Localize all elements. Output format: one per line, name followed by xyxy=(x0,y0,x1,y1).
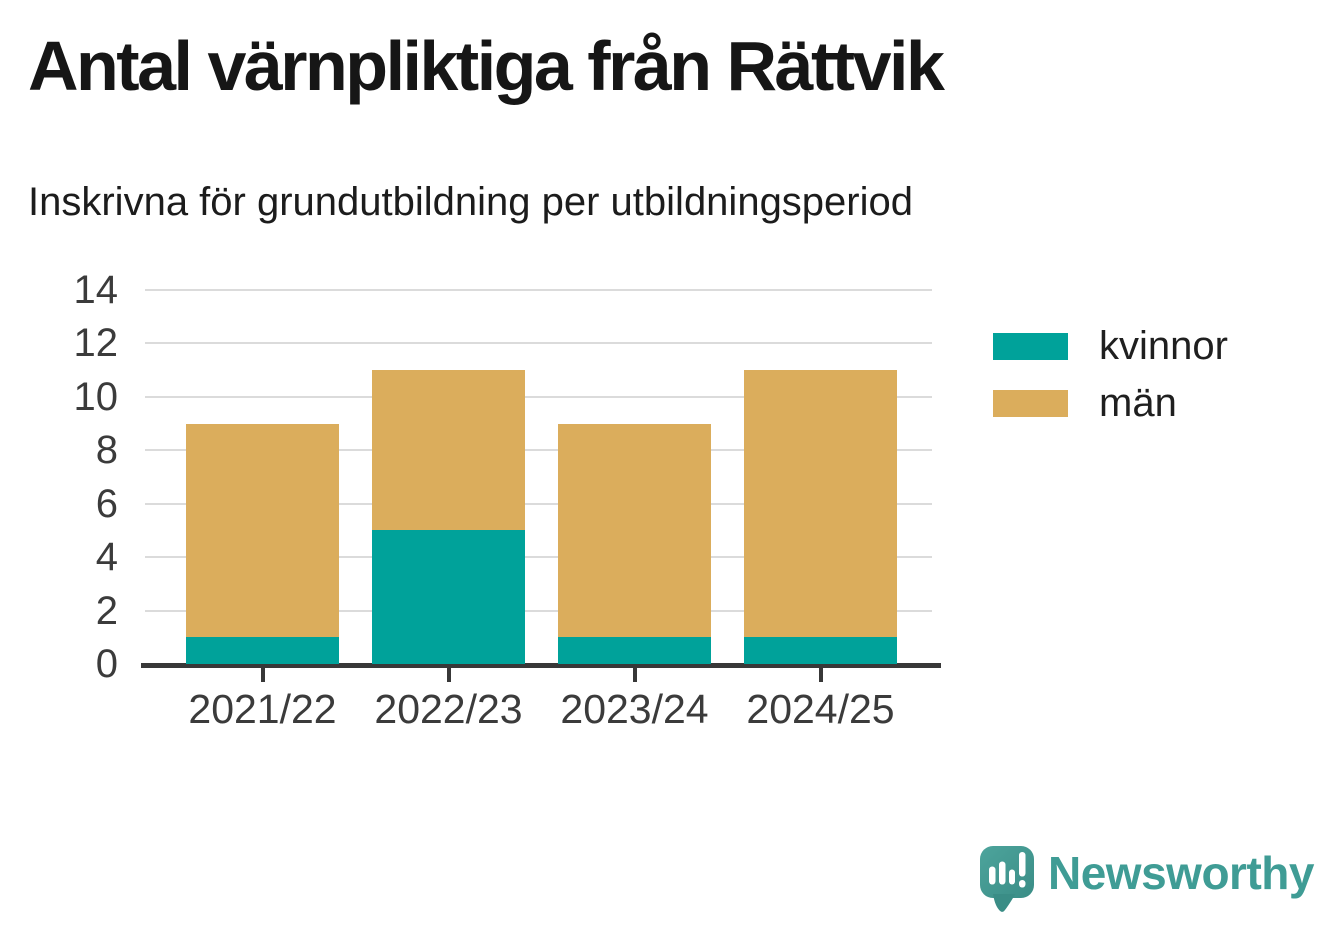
gridline-y-12 xyxy=(145,342,932,345)
chart-title: Antal värnpliktiga från Rättvik xyxy=(28,27,945,105)
gridline-y-4 xyxy=(145,556,932,559)
legend-swatch-kvinnor xyxy=(993,332,1068,360)
x-axis-tick xyxy=(260,668,265,682)
legend: kvinnor män xyxy=(993,326,1228,440)
bar-segment-män xyxy=(558,423,711,638)
x-tick-label: 2022/23 xyxy=(374,686,523,732)
x-axis-tick xyxy=(818,668,823,682)
y-tick-label: 2 xyxy=(95,588,118,633)
y-tick-label: 12 xyxy=(73,321,119,366)
y-tick-label: 8 xyxy=(95,428,118,473)
legend-label-män: män xyxy=(1099,381,1177,425)
legend-swatch-män xyxy=(993,389,1068,417)
gridline-y-2 xyxy=(145,609,932,612)
x-axis-line xyxy=(141,663,941,668)
x-axis-tick xyxy=(446,668,451,682)
bar-segment-män xyxy=(186,423,339,638)
x-axis-tick xyxy=(632,668,637,682)
legend-item-män: män xyxy=(993,383,1228,423)
bar-segment-kvinnor xyxy=(744,637,897,664)
y-tick-label: 6 xyxy=(95,481,118,526)
legend-item-kvinnor: kvinnor xyxy=(993,326,1228,366)
gridline-y-14 xyxy=(145,289,932,291)
bar-segment-kvinnor xyxy=(558,637,711,664)
x-tick-label: 2021/22 xyxy=(188,686,337,732)
plot-area: 0 2 4 6 8 10 12 14 2021/22 2022/23 2023/24 2024/25 xyxy=(74,268,941,732)
bar-segment-kvinnor xyxy=(186,637,339,664)
bar-segment-män xyxy=(744,370,897,638)
bar-segment-kvinnor xyxy=(372,530,525,664)
x-tick-label: 2023/24 xyxy=(560,686,709,732)
gridline-y-10 xyxy=(145,395,932,398)
y-tick-label: 4 xyxy=(95,535,118,580)
y-tick-label: 0 xyxy=(95,642,118,686)
legend-label-kvinnor: kvinnor xyxy=(1099,324,1228,368)
bar-segment-män xyxy=(372,370,525,531)
newsworthy-logo-icon xyxy=(980,846,1034,912)
gridline-y-8 xyxy=(145,449,932,452)
newsworthy-logo-text: Newsworthy xyxy=(1048,847,1314,899)
y-tick-label: 10 xyxy=(73,374,119,419)
y-tick-label: 14 xyxy=(73,268,119,312)
gridline-y-6 xyxy=(145,502,932,505)
chart-subtitle: Inskrivna för grundutbildning per utbild… xyxy=(28,180,913,224)
newsworthy-brand: Newsworthy xyxy=(980,846,1314,914)
x-tick-label: 2024/25 xyxy=(746,686,895,732)
